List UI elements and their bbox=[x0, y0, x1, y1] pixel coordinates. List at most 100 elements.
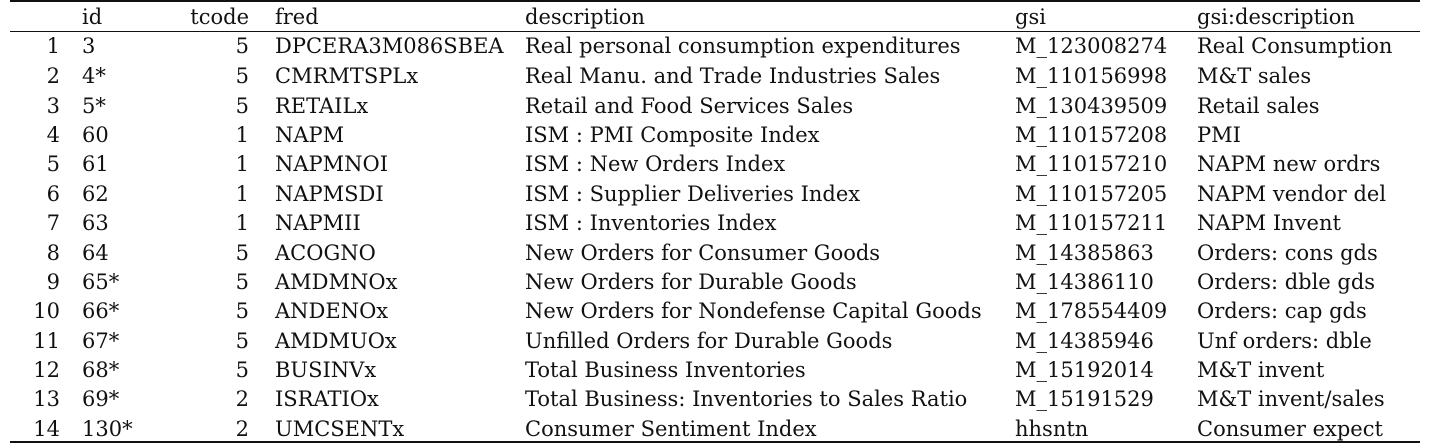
table-row: 11 67* 5 AMDMUOx Unfilled Orders for Durable… bbox=[10, 327, 1420, 356]
cell-id: 68* bbox=[82, 358, 120, 383]
cell-gsi: M_130439509 bbox=[1015, 93, 1168, 118]
cell-gsi-description: NAPM vendor del bbox=[1197, 181, 1387, 206]
header-fred: fred bbox=[275, 4, 319, 29]
cell-index: 9 bbox=[46, 269, 60, 294]
cell-description: New Orders for Nondefense Capital Goods bbox=[525, 299, 982, 324]
cell-description: Total Business Inventories bbox=[525, 358, 806, 383]
cell-gsi-description: Orders: cons gds bbox=[1197, 240, 1378, 265]
cell-gsi: M_178554409 bbox=[1015, 299, 1168, 324]
cell-index: 1 bbox=[46, 34, 60, 58]
cell-fred: NAPM bbox=[275, 122, 345, 147]
cell-tcode: 5 bbox=[235, 64, 249, 89]
cell-tcode: 2 bbox=[235, 416, 249, 441]
cell-description: Consumer Sentiment Index bbox=[525, 416, 817, 441]
header-index bbox=[10, 3, 60, 31]
cell-gsi-description: PMI bbox=[1197, 122, 1241, 147]
cell-index: 6 bbox=[46, 181, 60, 206]
cell-gsi: M_14385863 bbox=[1015, 240, 1154, 265]
cell-gsi-description: Real Consumption bbox=[1197, 34, 1393, 58]
table-row: 13 69* 2 ISRATIOx Total Business: Inventorie… bbox=[10, 385, 1420, 414]
table-header: id tcode fred description gsi gsi:descri… bbox=[10, 3, 1420, 31]
cell-gsi-description: Unf orders: dble bbox=[1197, 328, 1372, 353]
bottom-rule bbox=[10, 441, 1420, 443]
cell-gsi: M_110157210 bbox=[1015, 152, 1168, 177]
table-body: 1 3 5 DPCERA3M086SBEA Real personal consumpt… bbox=[10, 31, 1420, 444]
cell-index: 3 bbox=[46, 93, 60, 118]
cell-id: 62 bbox=[82, 181, 109, 206]
cell-description: ISM : Inventories Index bbox=[525, 211, 777, 236]
header-row: id tcode fred description gsi gsi:descri… bbox=[10, 3, 1420, 31]
cell-gsi-description: M&T invent/sales bbox=[1197, 387, 1385, 412]
cell-description: Real Manu. and Trade Industries Sales bbox=[525, 64, 941, 89]
cell-tcode: 5 bbox=[235, 240, 249, 265]
header-description: description bbox=[525, 4, 645, 29]
cell-description: Unfilled Orders for Durable Goods bbox=[525, 328, 893, 353]
table-row: 2 4* 5 CMRMTSPLx Real Manu. and Trade Indust… bbox=[10, 62, 1420, 91]
table-row: 4 60 1 NAPM ISM : PMI Composite Index M_11015… bbox=[10, 121, 1420, 150]
header-gsi: gsi bbox=[1015, 4, 1046, 29]
cell-id: 63 bbox=[82, 211, 109, 236]
header-tcode: tcode bbox=[190, 4, 249, 29]
cell-id: 130* bbox=[82, 416, 133, 441]
cell-gsi-description: Orders: cap gds bbox=[1197, 299, 1367, 324]
cell-gsi: M_110157208 bbox=[1015, 122, 1168, 147]
cell-id: 64 bbox=[82, 240, 109, 265]
cell-gsi-description: Orders: dble gds bbox=[1197, 269, 1376, 294]
cell-tcode: 5 bbox=[235, 358, 249, 383]
table-row: 7 63 1 NAPMII ISM : Inventories Index M_11015… bbox=[10, 209, 1420, 238]
cell-description: ISM : PMI Composite Index bbox=[525, 122, 820, 147]
cell-fred: AMDMUOx bbox=[275, 328, 397, 353]
cell-gsi: M_14386110 bbox=[1015, 269, 1154, 294]
cell-gsi: M_123008274 bbox=[1015, 34, 1168, 58]
cell-gsi-description: M&T invent bbox=[1197, 358, 1325, 383]
cell-id: 65* bbox=[82, 269, 120, 294]
header-id: id bbox=[82, 4, 103, 29]
cell-fred: RETAILx bbox=[275, 93, 369, 118]
cell-index: 11 bbox=[33, 328, 60, 353]
cell-gsi: M_110157205 bbox=[1015, 181, 1168, 206]
cell-fred: DPCERA3M086SBEA bbox=[275, 34, 504, 58]
cell-fred: ISRATIOx bbox=[275, 387, 379, 412]
cell-index: 14 bbox=[33, 416, 60, 441]
cell-gsi-description: NAPM Invent bbox=[1197, 211, 1341, 236]
cell-id: 67* bbox=[82, 328, 120, 353]
cell-gsi-description: Consumer expect bbox=[1197, 416, 1383, 441]
cell-fred: ACOGNO bbox=[275, 240, 376, 265]
cell-tcode: 1 bbox=[235, 152, 249, 177]
cell-gsi: M_14385946 bbox=[1015, 328, 1154, 353]
cell-fred: UMCSENTx bbox=[275, 416, 405, 441]
cell-gsi-description: M&T sales bbox=[1197, 64, 1312, 89]
cell-description: Retail and Food Services Sales bbox=[525, 93, 854, 118]
cell-description: Total Business: Inventories to Sales Rat… bbox=[525, 387, 968, 412]
cell-tcode: 5 bbox=[235, 269, 249, 294]
cell-index: 10 bbox=[33, 299, 60, 324]
cell-index: 7 bbox=[46, 211, 60, 236]
cell-id: 5* bbox=[82, 93, 106, 118]
cell-index: 5 bbox=[46, 152, 60, 177]
cell-index: 13 bbox=[33, 387, 60, 412]
cell-tcode: 1 bbox=[235, 181, 249, 206]
table-row: 9 65* 5 AMDMNOx New Orders for Durable Goods… bbox=[10, 268, 1420, 297]
table-row: 12 68* 5 BUSINVx Total Business Inventories M… bbox=[10, 356, 1420, 385]
cell-fred: ANDENOx bbox=[275, 299, 389, 324]
header-rule bbox=[10, 31, 1420, 32]
table-row: 5 61 1 NAPMNOI ISM : New Orders Index M_11015… bbox=[10, 150, 1420, 179]
cell-fred: CMRMTSPLx bbox=[275, 64, 419, 89]
cell-index: 8 bbox=[46, 240, 60, 265]
cell-description: Real personal consumption expenditures bbox=[525, 34, 961, 58]
cell-gsi: M_15192014 bbox=[1015, 358, 1154, 383]
cell-fred: BUSINVx bbox=[275, 358, 377, 383]
table-row: 3 5* 5 RETAILx Retail and Food Services Sale… bbox=[10, 91, 1420, 120]
cell-gsi: M_15191529 bbox=[1015, 387, 1154, 412]
cell-id: 60 bbox=[82, 122, 109, 147]
cell-tcode: 2 bbox=[235, 387, 249, 412]
cell-index: 4 bbox=[46, 122, 60, 147]
header-gsi-description: gsi:description bbox=[1197, 4, 1355, 29]
cell-description: New Orders for Durable Goods bbox=[525, 269, 857, 294]
cell-id: 4* bbox=[82, 64, 106, 89]
cell-index: 2 bbox=[46, 64, 60, 89]
cell-gsi: hhsntn bbox=[1015, 416, 1089, 441]
table-row: 10 66* 5 ANDENOx New Orders for Nondefense C… bbox=[10, 297, 1420, 326]
cell-fred: NAPMII bbox=[275, 211, 361, 236]
cell-id: 61 bbox=[82, 152, 109, 177]
